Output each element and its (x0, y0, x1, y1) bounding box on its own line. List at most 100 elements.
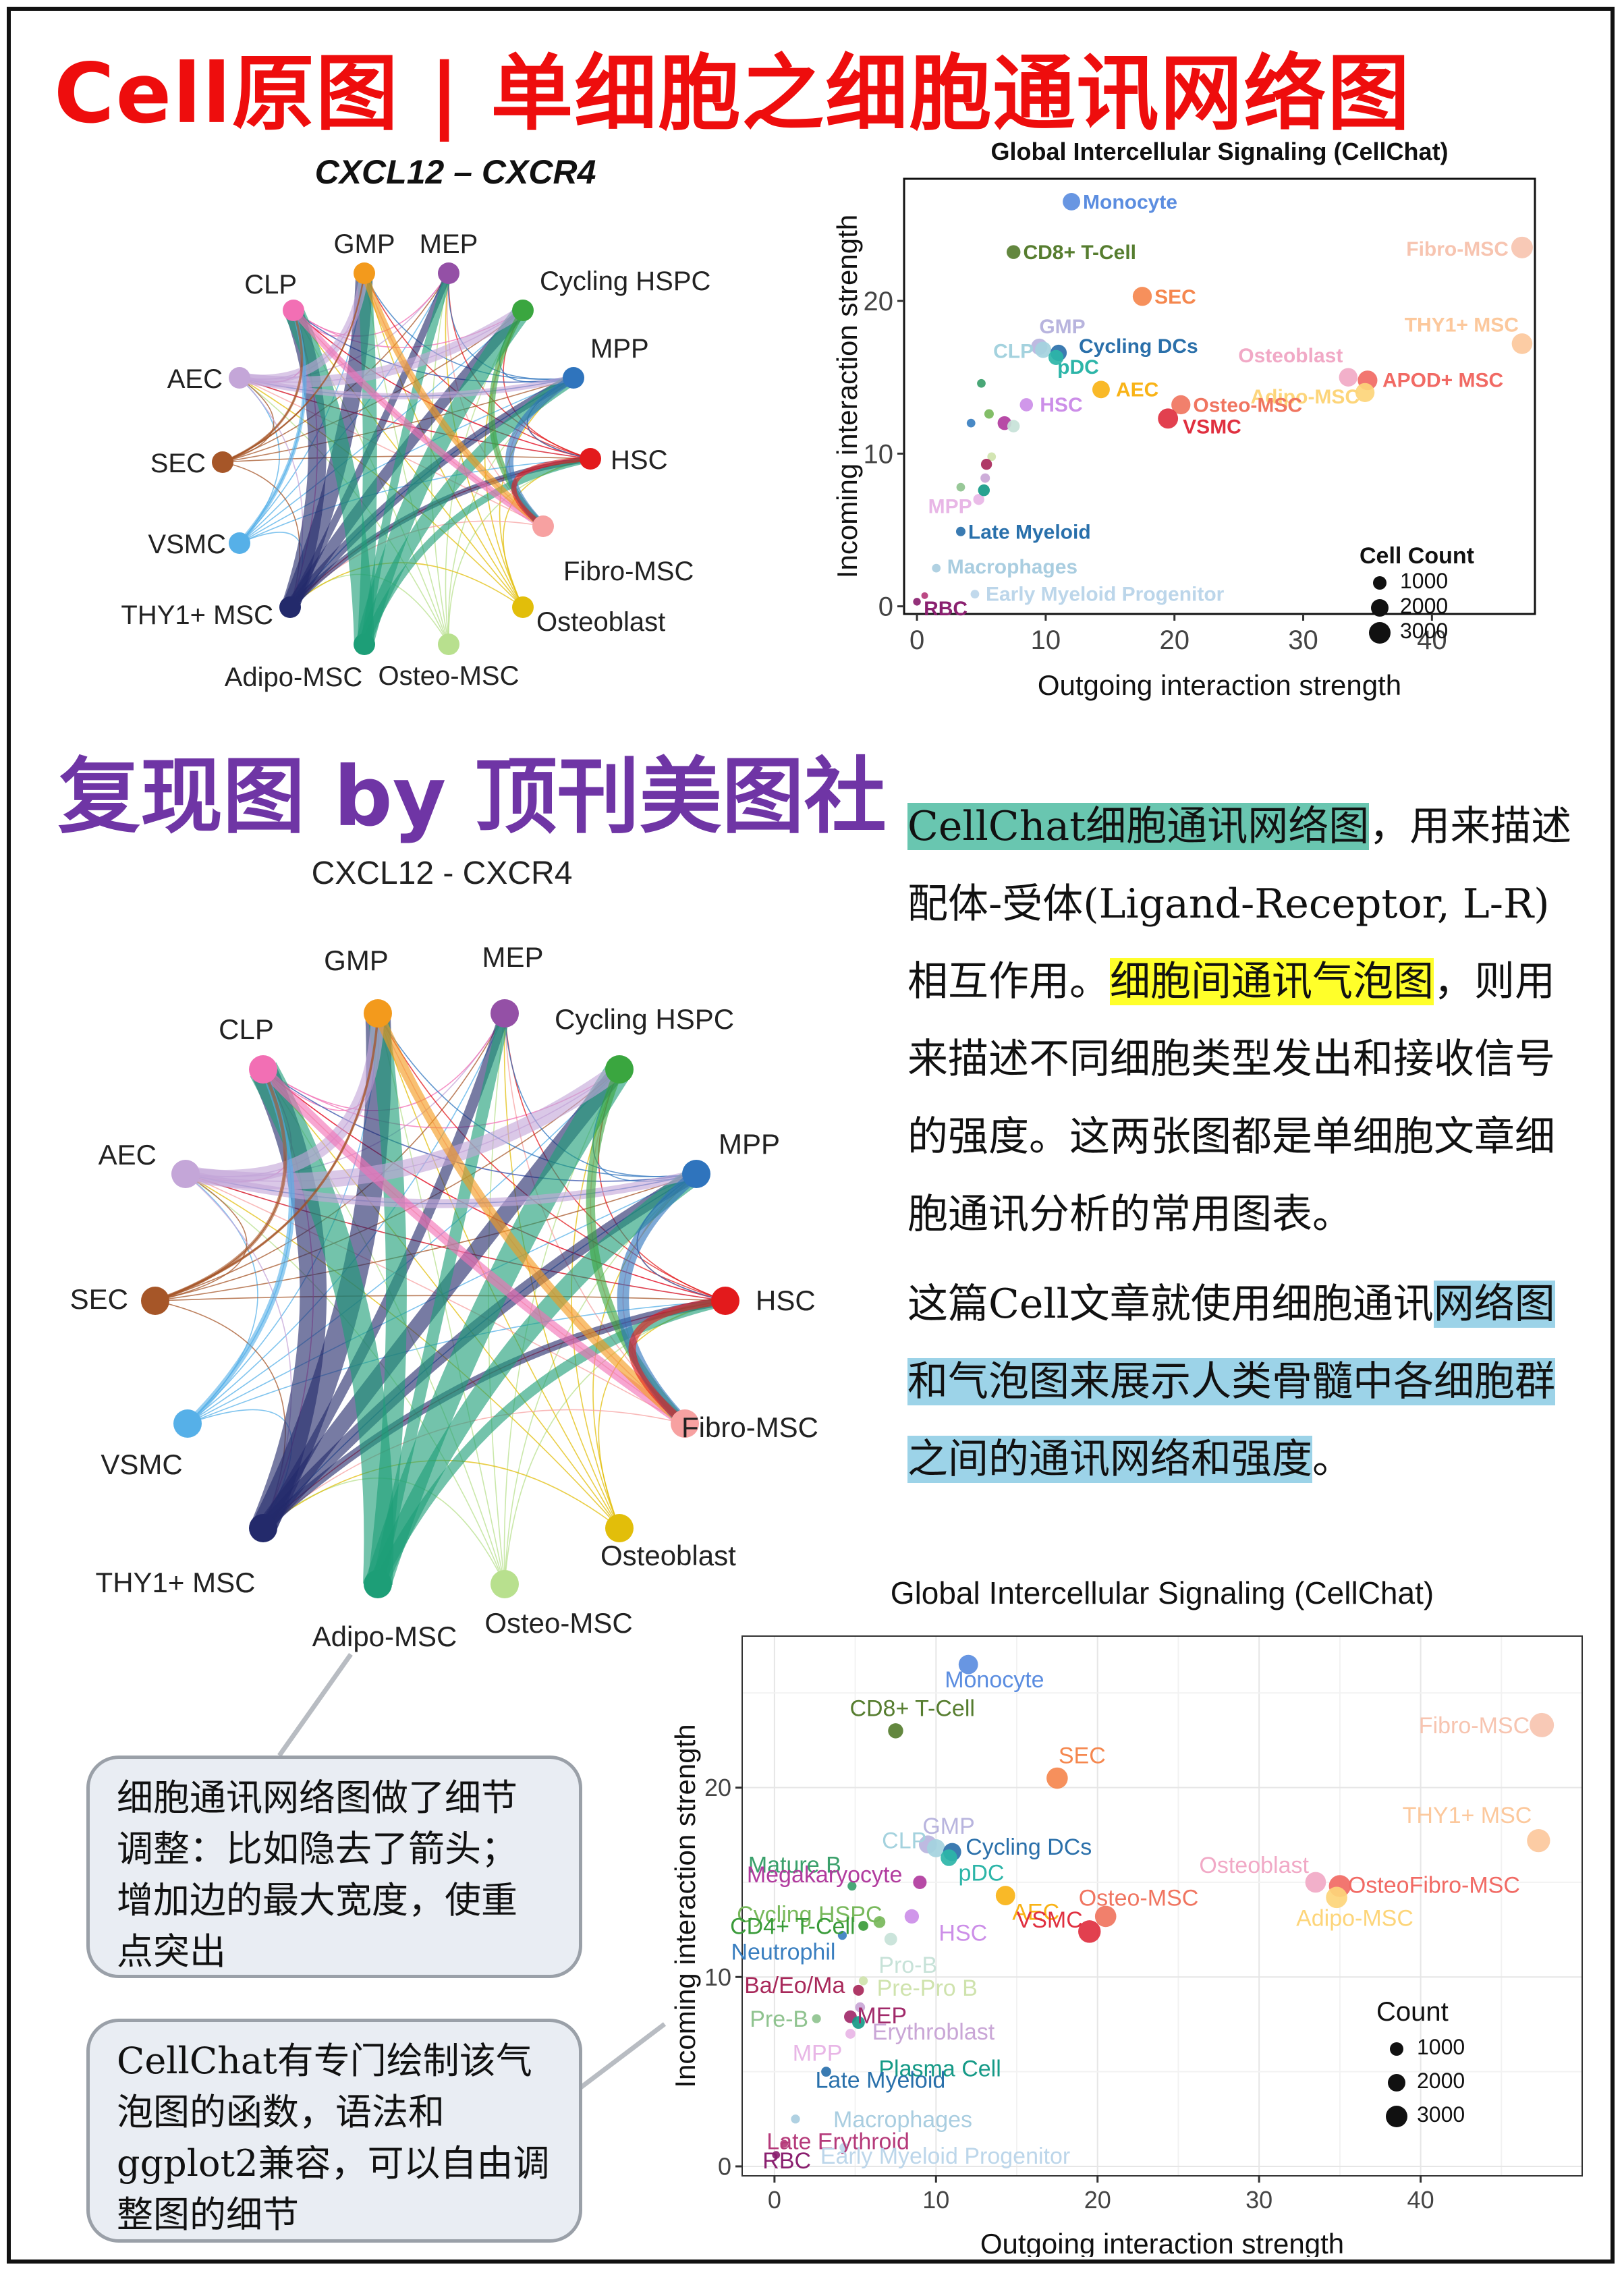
network-label-hsc: HSC (756, 1285, 816, 1316)
reproduction-network-chart: CXCL12 - CXCR4 GMP MEP Cycling HSPC MPP HSC F… (70, 855, 818, 1652)
bubble-fibro-msc (1511, 236, 1533, 258)
bubble-label-osteo-msc: Osteo-MSC (1079, 1885, 1199, 1911)
network-node-mep (491, 999, 519, 1028)
network-node-aec (171, 1160, 200, 1188)
network-label-mpp: MPP (590, 334, 649, 364)
bubble-label-gmp: GMP (922, 1814, 974, 1839)
bubble-unlabeled-30 (978, 484, 990, 497)
legend-key-1000 (1373, 576, 1387, 590)
page-frame (7, 7, 1615, 2264)
bubble-vsmc (1078, 1920, 1101, 1943)
y-tick-label: 20 (864, 287, 894, 316)
bubble-macrophages (791, 2114, 800, 2124)
network-node-mpp (682, 1160, 710, 1188)
network-node-fibro-msc (671, 1409, 699, 1438)
bubble-label-osteoblast: Osteoblast (1238, 345, 1343, 367)
network-label-adipo-msc: Adipo-MSC (225, 663, 363, 692)
description-text: CellChat细胞通讯网络图，用来描述配体-受体(Ligand-Recepto… (907, 788, 1582, 1498)
network-node-hsc (580, 448, 601, 470)
bubble-pre-b (812, 2014, 821, 2023)
legend-key-3000 (1369, 622, 1391, 644)
bubble-label-neutrophil: Neutrophil (731, 1940, 835, 1965)
y-axis-label: Incoming interaction strength (669, 1724, 701, 2087)
legend-label-1000: 1000 (1400, 569, 1448, 593)
bubble-note-callout: CellChat有专门绘制该气泡图的函数，语法和ggplot2兼容，可以自由调整… (86, 2019, 582, 2243)
bubble-label-osteo-msc: Osteo-MSC (1193, 394, 1302, 416)
x-tick-label: 40 (1417, 625, 1447, 655)
bubble-label-gmp: GMP (1039, 316, 1085, 338)
bubble-label-cd8-t-cell: CD8+ T-Cell (1023, 242, 1136, 264)
bubble-label-hsc: HSC (939, 1920, 987, 1946)
network-edge-sec-to-mpp (155, 1173, 697, 1301)
network-node-thy1-msc (279, 596, 301, 618)
bubble-label-macrophages: Macrophages (833, 2107, 972, 2133)
network-node-adipo-msc (364, 1570, 392, 1598)
network-node-cycling-hspc (512, 300, 534, 321)
network-edge-hsc-to-clp (262, 1069, 726, 1301)
bubble-label-mpp: MPP (928, 495, 972, 517)
bubble-label-megakaryocyte: Megakaryocyte (747, 1862, 903, 1888)
bubble-fibro-msc (1530, 1712, 1555, 1737)
bubble-osteo-msc (1094, 1905, 1117, 1928)
x-tick-label: 20 (1084, 2186, 1111, 2214)
bubble-label-osteofibro-msc: OsteoFibro-MSC (1348, 1873, 1520, 1899)
network-node-clp (283, 300, 304, 321)
bubble-cd4-t-cell (858, 1921, 868, 1931)
bubble-label-pdc: pDC (958, 1860, 1004, 1886)
bubble-label-late-erythroid: Late Erythroid (766, 2129, 909, 2154)
network-edge-osteoblast-to-mep (503, 1013, 620, 1529)
bubble-thy1-msc (1511, 333, 1533, 354)
description-text-2: ，则用来描述不同细胞类型发出和接收信号的强度。这两张图都是单细胞文章细胞通讯分析… (907, 958, 1555, 1238)
bubble-label-osteoblast: Osteoblast (1199, 1853, 1309, 1878)
network-edge-hsc-to-fibro-msc (628, 1297, 726, 1427)
network-node-osteo-msc (491, 1570, 519, 1598)
bubble-clp (926, 1839, 945, 1857)
bubble-label-monocyte: Monocyte (945, 1667, 1044, 1693)
network-label-vsmc: VSMC (101, 1449, 182, 1480)
network-label-gmp: GMP (324, 945, 389, 976)
network-label-cycling-hspc: Cycling HSPC (540, 266, 710, 296)
network-edge-adipo-msc-to-hsc (361, 455, 592, 646)
bubble-label-plasma-cell: Plasma Cell (878, 2056, 1001, 2082)
description-text-3: 这篇Cell文章就使用细胞通讯 (907, 1281, 1434, 1328)
bubble-label-erythroblast: Erythroblast (872, 2019, 995, 2045)
x-tick-label: 10 (922, 2186, 949, 2214)
bubble-aec (995, 1886, 1015, 1905)
bubble-label-macrophages: Macrophages (947, 556, 1077, 578)
network-node-sec (212, 451, 233, 473)
bubble-unlabeled-21 (977, 378, 986, 388)
bubble-early-myeloid-progenitor (970, 590, 980, 598)
network-label-clp: CLP (244, 270, 297, 300)
network-label-osteoblast: Osteoblast (536, 607, 665, 637)
network-edge-clp-to-fibro-msc (291, 308, 545, 530)
network-edge-aec-to-mpp (238, 374, 574, 399)
x-tick-label: 0 (768, 2186, 781, 2214)
x-axis-label: Outgoing interaction strength (980, 2228, 1344, 2257)
bubble-aec (1092, 381, 1110, 399)
y-tick-label: 20 (704, 1774, 731, 1801)
bubble-label-fibro-msc: Fibro-MSC (1406, 238, 1509, 260)
original-network-title: CXCL12 – CXCR4 (315, 153, 596, 191)
legend-key-1000 (1390, 2042, 1403, 2056)
bubble-mature-b (847, 1881, 857, 1891)
bubble-label-cd4-t-cell: CD4+ T-Cell (730, 1913, 856, 1939)
x-tick-label: 10 (1031, 625, 1061, 655)
bubble-label-cycling-hspc: Cycling HSPC (737, 1902, 882, 1928)
bubble-late-myeloid (955, 526, 965, 536)
bubble-label-rbc: RBC (924, 598, 968, 620)
legend-label-2000: 2000 (1417, 2069, 1465, 2093)
x-tick-label: 20 (1159, 625, 1189, 655)
network-edge-aec-to-mpp (184, 1169, 698, 1208)
network-label-gmp: GMP (333, 229, 395, 259)
bubble-ba-eo-ma (853, 1984, 864, 1996)
bubble-osteoblast (1305, 1872, 1326, 1893)
network-label-cycling-hspc: Cycling HSPC (555, 1003, 734, 1035)
network-label-thy1-msc: THY1+ MSC (121, 600, 273, 630)
bubble-plasma-cell (851, 2016, 865, 2029)
bubble-label-mature-b: Mature B (748, 1853, 841, 1878)
network-node-sec (141, 1287, 169, 1315)
bubble-hsc (1019, 398, 1034, 412)
reproduction-bubble-chart: Global Intercellular Signaling (CellChat… (669, 1575, 1583, 2257)
network-label-osteoblast: Osteoblast (600, 1540, 736, 1571)
network-edge-adipo-msc-to-mep (372, 1012, 511, 1586)
